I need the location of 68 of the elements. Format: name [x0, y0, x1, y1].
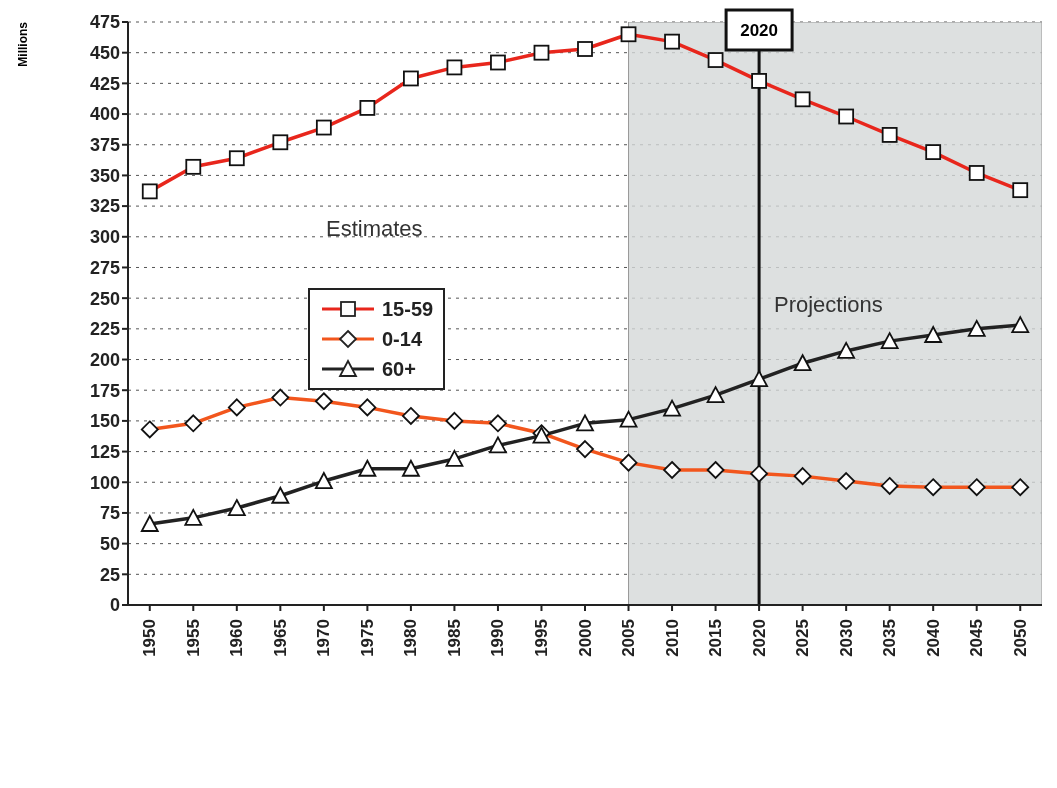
x-tick-label: 2040: [923, 619, 943, 657]
point: [750, 370, 768, 388]
x-tick-label: 2010: [662, 619, 682, 657]
y-tick-label: 325: [89, 196, 120, 217]
x-tick-label: 1980: [401, 619, 421, 657]
point: [140, 515, 159, 532]
point: [793, 354, 812, 372]
y-tick-label: 425: [89, 73, 120, 94]
y-axis-title: Millions: [16, 22, 30, 67]
point: [271, 486, 290, 504]
ref-line-label: 2020: [740, 20, 779, 40]
point: [1011, 316, 1030, 334]
y-tick-label: 200: [89, 349, 120, 370]
point: [619, 410, 638, 428]
y-tick-label: 250: [89, 288, 120, 309]
x-tick-label: 2030: [836, 619, 856, 657]
point: [184, 508, 203, 526]
x-tick-label: 1955: [183, 619, 203, 657]
x-tick-label: 2000: [575, 619, 595, 657]
y-tick-label: 375: [89, 135, 120, 156]
y-tick-label: 475: [89, 12, 120, 33]
x-tick-label: 2020: [749, 619, 769, 657]
point: [489, 436, 507, 454]
y-tick-label: 175: [89, 380, 120, 401]
point: [837, 342, 856, 359]
y-tick-label: 350: [89, 165, 120, 186]
legend-label: 15-59: [382, 297, 434, 321]
x-tick-label: 1975: [357, 619, 377, 657]
y-tick-label: 275: [89, 257, 120, 278]
y-tick-label: 100: [89, 472, 120, 493]
point: [227, 499, 246, 516]
legend-label: 0-14: [382, 327, 423, 351]
x-tick-label: 2050: [1010, 619, 1030, 657]
point: [706, 386, 725, 404]
point: [314, 472, 333, 489]
legend-label: 60+: [382, 357, 416, 381]
x-tick-label: 2005: [619, 619, 639, 657]
point: [924, 326, 943, 343]
x-tick-label: 1985: [444, 619, 464, 657]
y-tick-label: 400: [89, 104, 120, 125]
x-tick-label: 1965: [270, 619, 290, 657]
point: [358, 459, 377, 477]
y-tick-label: 75: [99, 503, 120, 524]
x-tick-label: 2035: [880, 619, 900, 657]
annotation: Projections: [774, 292, 883, 318]
point: [967, 319, 986, 337]
y-tick-label: 150: [89, 411, 120, 432]
x-tick-label: 1970: [314, 619, 334, 657]
x-tick-label: 2015: [706, 619, 726, 657]
y-tick-label: 450: [89, 43, 120, 64]
point: [880, 332, 899, 350]
y-tick-label: 50: [99, 534, 120, 555]
annotation: Estimates: [326, 216, 423, 242]
point: [663, 399, 681, 417]
x-tick-label: 1960: [227, 619, 247, 657]
point: [402, 459, 420, 477]
y-tick-label: 225: [89, 319, 120, 340]
point: [576, 414, 594, 432]
y-tick-label: 125: [89, 441, 120, 462]
x-tick-label: 1950: [140, 619, 160, 657]
x-tick-label: 1990: [488, 619, 508, 657]
y-tick-label: 0: [109, 595, 120, 616]
x-tick-label: 2045: [967, 619, 987, 657]
point: [445, 450, 464, 467]
y-tick-label: 25: [99, 564, 120, 585]
y-tick-label: 300: [89, 227, 120, 248]
x-tick-label: 1995: [531, 619, 551, 657]
x-tick-label: 2025: [793, 619, 813, 657]
